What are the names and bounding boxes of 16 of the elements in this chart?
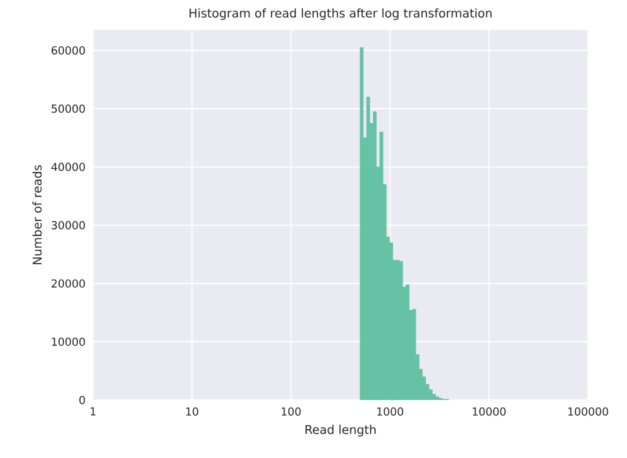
y-axis-title: Number of reads — [32, 165, 42, 264]
x-tick-label: 100000 — [568, 407, 608, 416]
x-tick-label: 1 — [90, 407, 96, 416]
y-tick-label: 10000 — [52, 338, 85, 346]
y-tick-label: 0 — [79, 396, 85, 404]
y-tick-label: 20000 — [52, 279, 85, 288]
chart-title: Histogram of read lengths after log transformation — [190, 8, 492, 20]
x-axis-title: Read length — [306, 424, 376, 436]
y-tick-label: 50000 — [52, 104, 85, 113]
x-tick-label: 10 — [186, 407, 198, 416]
y-tick-label: 60000 — [52, 46, 85, 55]
x-tick-label: 10000 — [472, 407, 506, 416]
x-tick-label: 1000 — [377, 407, 404, 416]
y-tick-label: 30000 — [52, 221, 85, 230]
x-tick-label: 100 — [282, 407, 301, 416]
y-tick-label: 40000 — [51, 162, 85, 172]
